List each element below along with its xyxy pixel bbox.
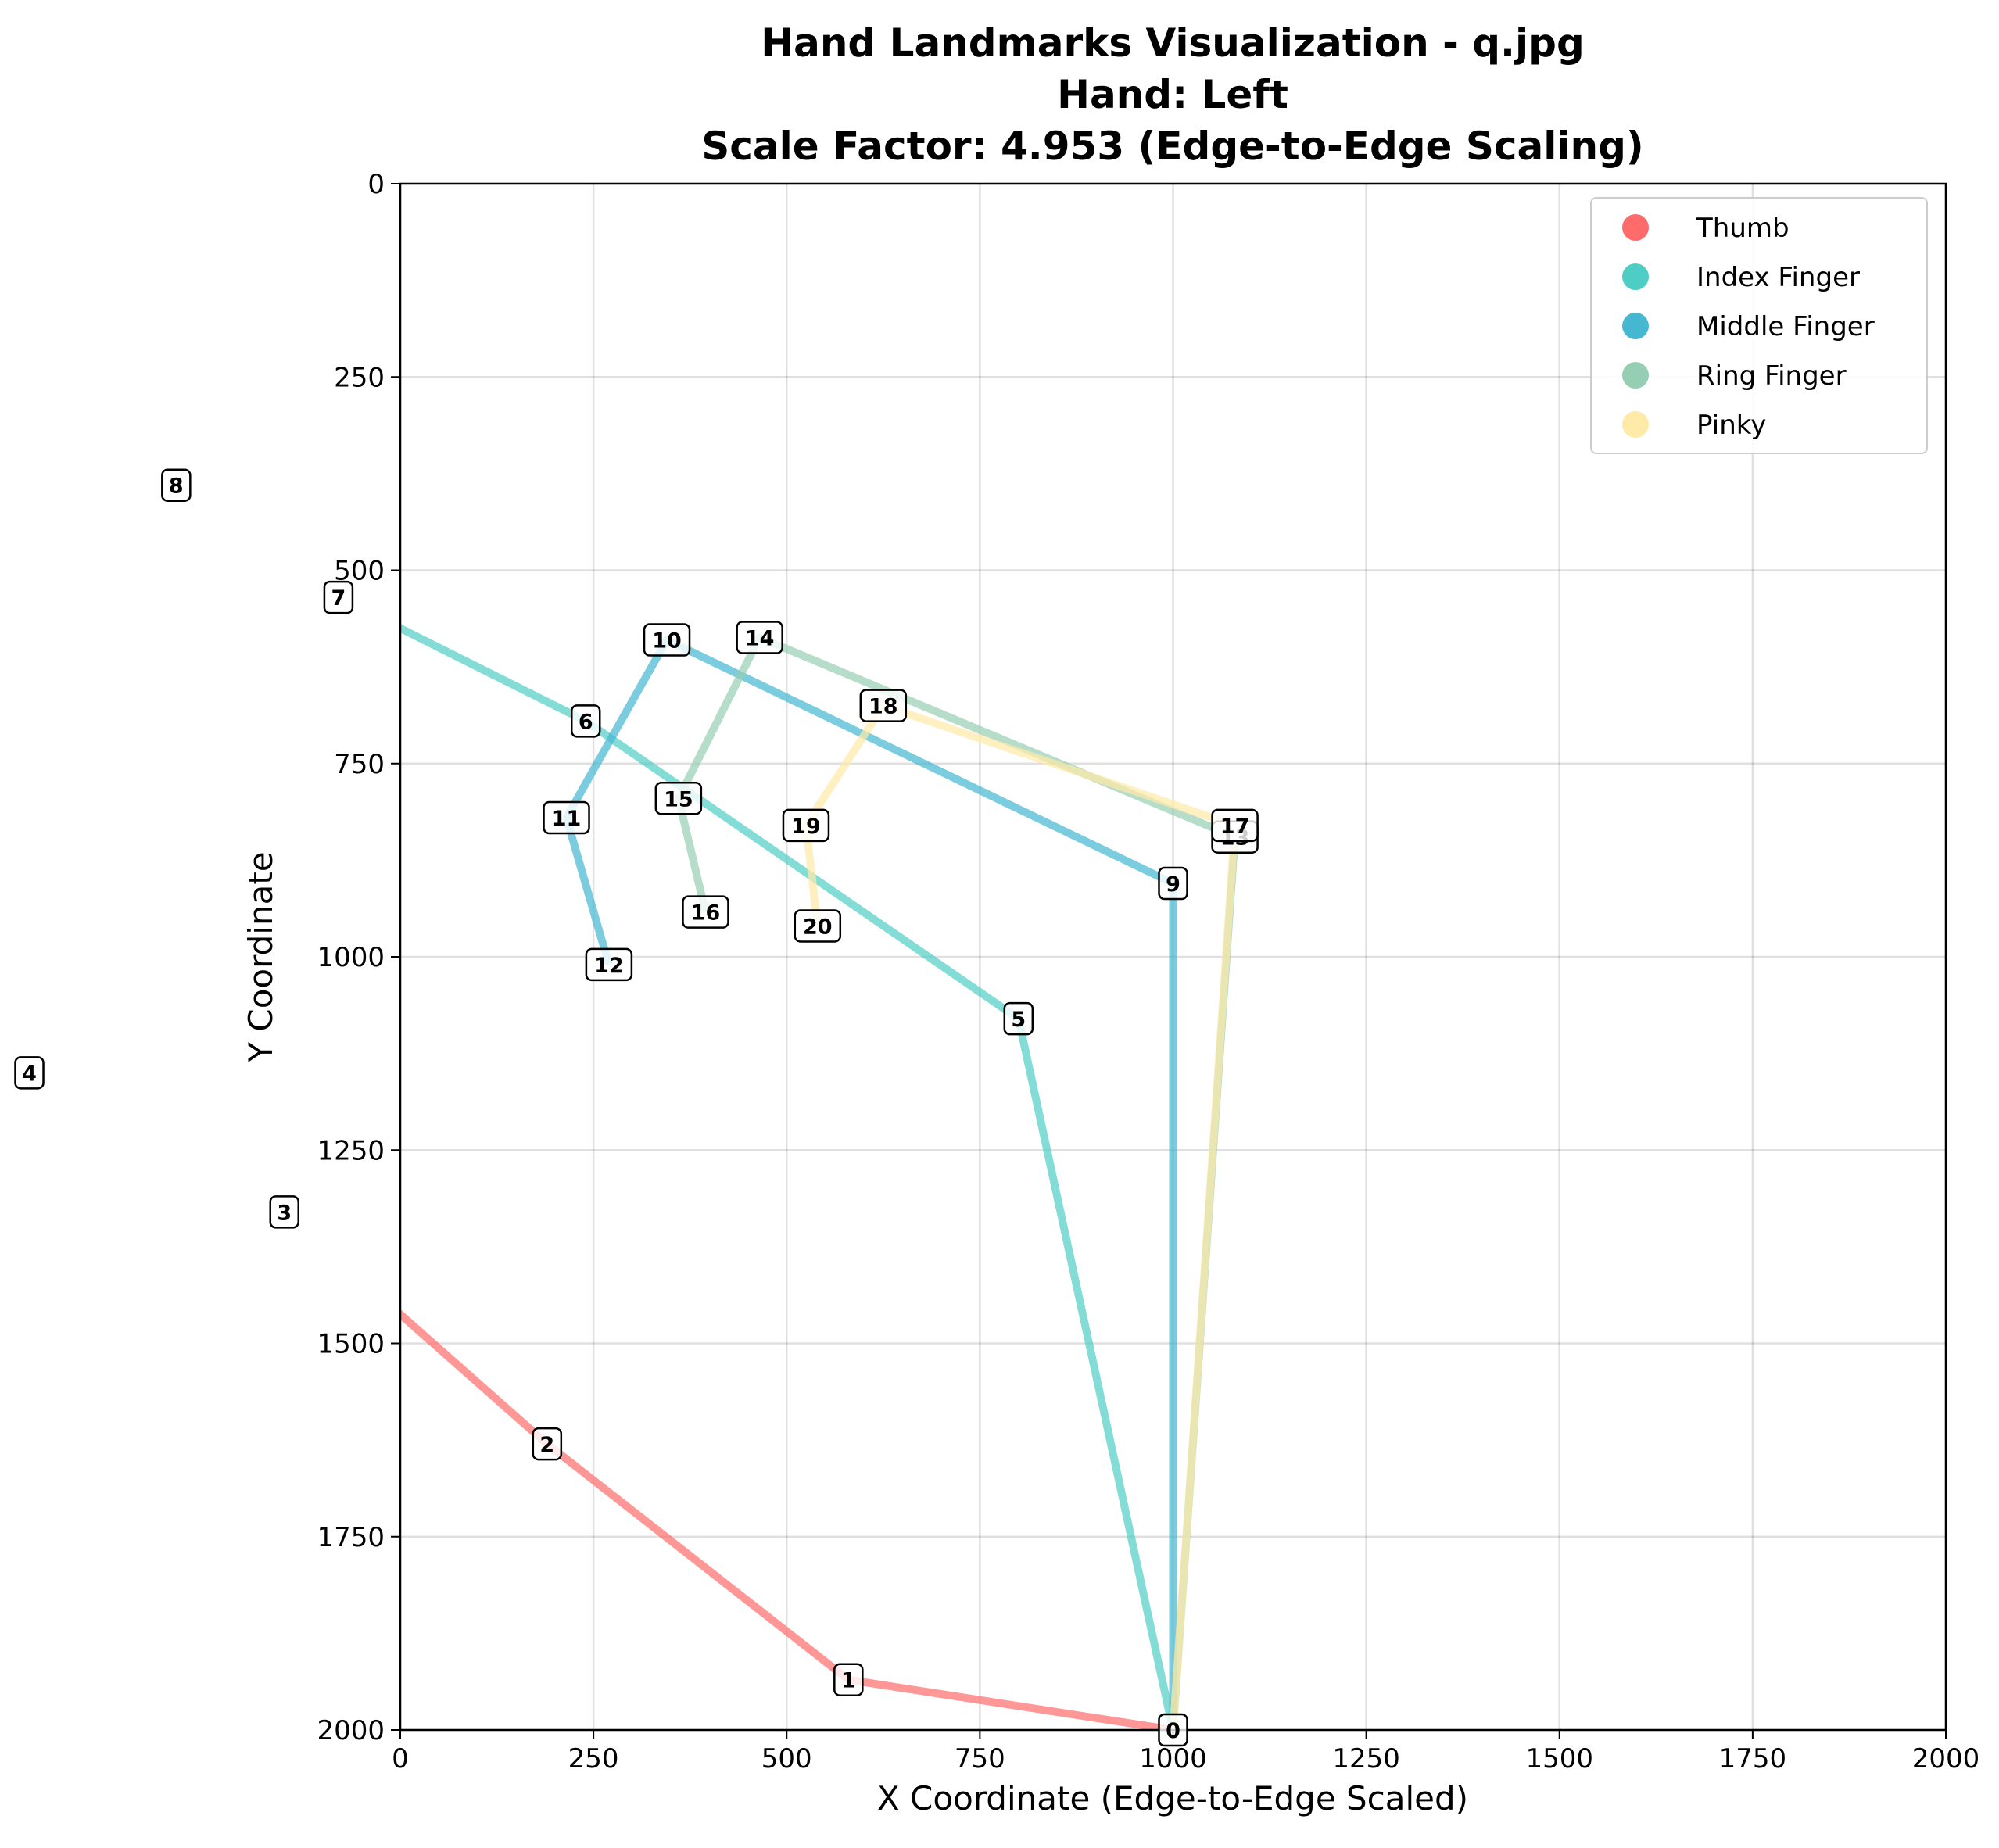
landmark-label-box	[14, 1056, 45, 1090]
legend-label-pinky: Pinky	[1696, 410, 1766, 441]
legend-marker-index-finger	[1622, 263, 1649, 290]
landmark-label-2: 2	[539, 1433, 554, 1457]
landmark-label-box	[859, 689, 908, 722]
landmark-label-box	[736, 621, 783, 654]
legend-marker-ring-finger	[1622, 362, 1649, 389]
series-line-thumb	[400, 1309, 1174, 1730]
legend-label-ring-finger: Ring Finger	[1696, 360, 1847, 392]
landmark-label-20: 20	[803, 915, 833, 939]
landmark-label-box	[654, 782, 703, 815]
series-line-ring-finger	[674, 633, 1239, 1730]
axis-ticks: 0 250 500 750 1000 1250 1500 1750 20000250500750…	[317, 169, 1979, 1775]
x-tick-label: 250	[568, 1743, 619, 1775]
landmark-labels: 01234567891011121314151617181920	[14, 468, 1259, 1747]
x-tick-label: 1750	[1719, 1743, 1787, 1775]
y-tick-label: 1500	[317, 1329, 385, 1360]
landmark-label-1: 1	[841, 1669, 856, 1693]
y-axis-label: Y Coordinate	[242, 851, 280, 1062]
landmark-label-box	[1158, 1713, 1188, 1747]
y-tick-label: 750	[334, 749, 385, 780]
chart-title-line-2: Hand: Left	[1057, 72, 1288, 117]
landmark-label-11: 11	[552, 807, 582, 831]
landmark-label-15: 15	[664, 787, 693, 811]
finger-series	[400, 624, 1239, 1730]
landmark-label-box	[1211, 808, 1259, 843]
landmark-label-box	[1158, 866, 1188, 901]
x-tick-label: 750	[955, 1743, 1005, 1775]
landmark-label-5: 5	[1011, 1008, 1026, 1032]
legend-marker-middle-finger	[1622, 313, 1649, 339]
landmark-label-box	[1003, 1001, 1034, 1036]
y-tick-label: 1250	[317, 1135, 385, 1166]
y-tick-label: 2000	[317, 1715, 385, 1746]
landmark-label-19: 19	[791, 815, 821, 839]
y-tick-label: 1750	[317, 1522, 385, 1553]
x-tick-label: 1500	[1525, 1743, 1593, 1775]
landmark-label-12: 12	[594, 954, 624, 978]
legend: Thumb Index Finger Middle Finger Ring Finge…	[1590, 197, 1928, 454]
landmark-label-box	[833, 1663, 864, 1696]
landmark-label-box	[543, 800, 590, 835]
x-tick-label: 2000	[1912, 1743, 1980, 1775]
y-tick-label: 0	[367, 169, 385, 200]
legend-marker-thumb	[1622, 214, 1649, 241]
landmark-label-box	[570, 704, 601, 738]
x-tick-label: 0	[392, 1743, 409, 1775]
landmark-label-16: 16	[691, 901, 721, 926]
landmark-label-box	[269, 1195, 299, 1229]
landmark-label-14: 14	[745, 627, 775, 651]
landmark-label-0: 0	[1166, 1719, 1180, 1743]
landmark-label-box	[643, 623, 691, 657]
landmark-label-box	[585, 947, 633, 982]
chart-title-line-1: Hand Landmarks Visualization - q.jpg	[761, 20, 1585, 66]
legend-label-middle-finger: Middle Finger	[1696, 311, 1875, 342]
y-tick-label: 250	[334, 362, 385, 393]
x-tick-label: 500	[761, 1743, 812, 1775]
landmark-label-6: 6	[579, 710, 593, 734]
landmark-label-4: 4	[22, 1062, 37, 1086]
chart-title-line-3: Scale Factor: 4.953 (Edge-to-Edge Scalin…	[701, 124, 1644, 169]
x-axis-label: X Coordinate (Edge-to-Edge Scaled)	[877, 1779, 1468, 1818]
landmark-label-3: 3	[277, 1201, 292, 1225]
landmark-label-18: 18	[869, 695, 898, 719]
legend-marker-pinky	[1622, 411, 1649, 438]
y-tick-label: 1000	[317, 942, 385, 973]
landmark-label-9: 9	[1166, 872, 1180, 897]
landmark-label-8: 8	[169, 475, 184, 499]
landmark-label-box	[794, 909, 842, 943]
x-tick-label: 1250	[1332, 1743, 1400, 1775]
landmark-label-7: 7	[331, 586, 346, 611]
landmark-label-10: 10	[652, 629, 682, 654]
x-tick-label: 1000	[1139, 1743, 1207, 1775]
legend-frame	[1590, 197, 1928, 454]
landmark-label-box	[532, 1427, 563, 1461]
landmark-label-17: 17	[1220, 815, 1250, 839]
landmark-label-box	[682, 895, 729, 929]
legend-label-index-finger: Index Finger	[1696, 262, 1860, 293]
landmark-label-box	[323, 580, 354, 614]
landmark-label-box	[782, 808, 830, 843]
landmark-label-box	[161, 468, 192, 502]
legend-label-thumb: Thumb	[1696, 213, 1789, 244]
